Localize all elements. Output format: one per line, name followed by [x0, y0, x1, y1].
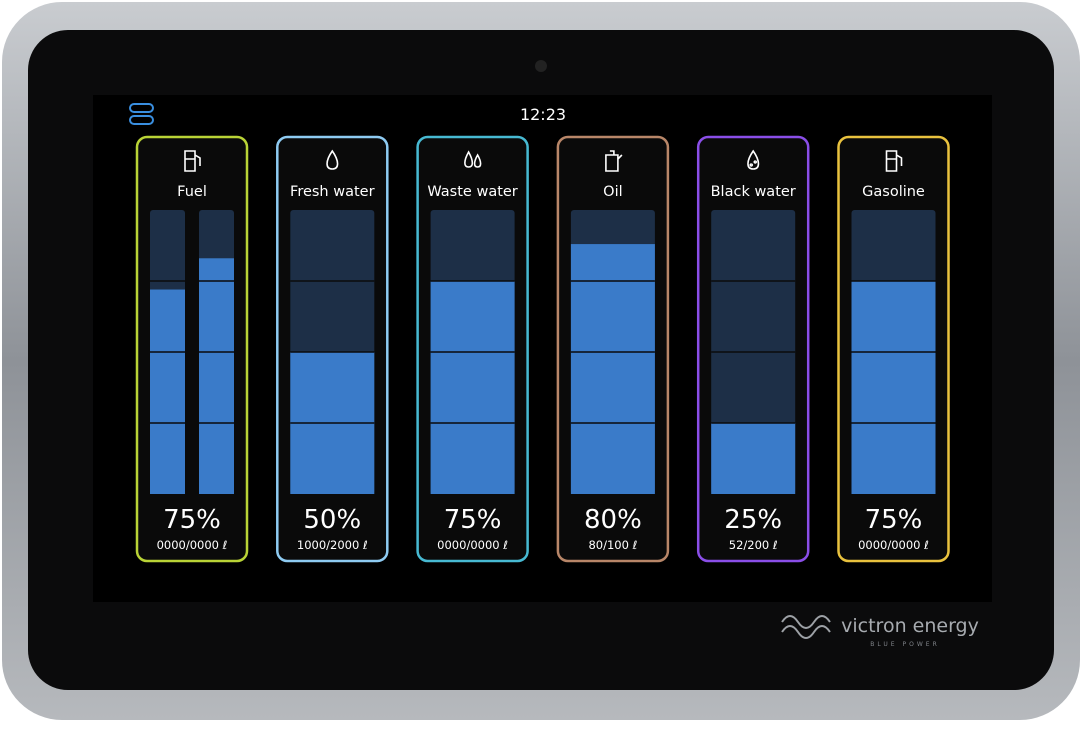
tank-name: Fuel [177, 184, 207, 200]
menu-icon-top [129, 103, 154, 113]
tank-percent: 75% [444, 505, 502, 535]
tank-amount: 1000/2000 ℓ [297, 538, 368, 552]
level-fill [851, 281, 936, 494]
clock: 12:23 [520, 105, 566, 124]
tank-percent: 25% [724, 505, 782, 535]
menu-icon[interactable] [129, 103, 154, 125]
level-fill [570, 244, 655, 494]
tank-icon [605, 150, 623, 172]
brand-tagline: BLUE POWER [870, 641, 939, 648]
tank-icon [747, 149, 760, 170]
tank-amount: 0000/0000 ℓ [437, 538, 508, 552]
tank-name: Waste water [427, 184, 517, 200]
tank-amount: 0000/0000 ℓ [157, 538, 228, 552]
tank-icon [464, 150, 482, 168]
tank-percent: 50% [303, 505, 361, 535]
tank-card[interactable]: Waste water 75% 0000/0000 ℓ [416, 135, 529, 563]
tank-amount: 80/100 ℓ [588, 538, 637, 552]
tank-card[interactable]: Oil 80% 80/100 ℓ [556, 135, 670, 563]
tank-card[interactable]: Fresh water 50% 1000/2000 ℓ [276, 135, 389, 563]
tank-name: Gasoline [862, 184, 925, 200]
brand-name: victron energy [841, 615, 979, 637]
logo-wave [781, 615, 831, 629]
level-fill [430, 281, 515, 494]
tank-card[interactable]: Black water 25% 52/200 ℓ [696, 135, 810, 563]
tank-card[interactable]: Gasoline 75% 0000/0000 ℓ [837, 135, 950, 563]
tank-icon [885, 150, 903, 172]
camera [535, 60, 547, 72]
level-fill [150, 289, 185, 494]
level-fill [711, 423, 796, 494]
logo-wave [781, 625, 831, 639]
tank-icon [184, 150, 201, 172]
tank-amount: 52/200 ℓ [729, 538, 778, 552]
tank-icon [326, 149, 339, 170]
level-fill [199, 258, 234, 494]
tank-percent: 80% [584, 505, 642, 535]
tank-amount: 0000/0000 ℓ [858, 538, 929, 552]
tank-percent: 75% [163, 505, 221, 535]
tank-card[interactable]: Fuel 75% 0000/0000 ℓ [135, 135, 249, 563]
tank-name: Fresh water [290, 184, 375, 200]
tank-name: Black water [711, 184, 796, 200]
tank-percent: 75% [865, 505, 923, 535]
tank-name: Oil [603, 184, 622, 200]
menu-icon-bottom [129, 115, 154, 125]
tank-list: Fuel 75% 0000/0000 ℓ Fresh water 50% 1000/200… [135, 135, 950, 563]
brand-logo [781, 615, 831, 639]
